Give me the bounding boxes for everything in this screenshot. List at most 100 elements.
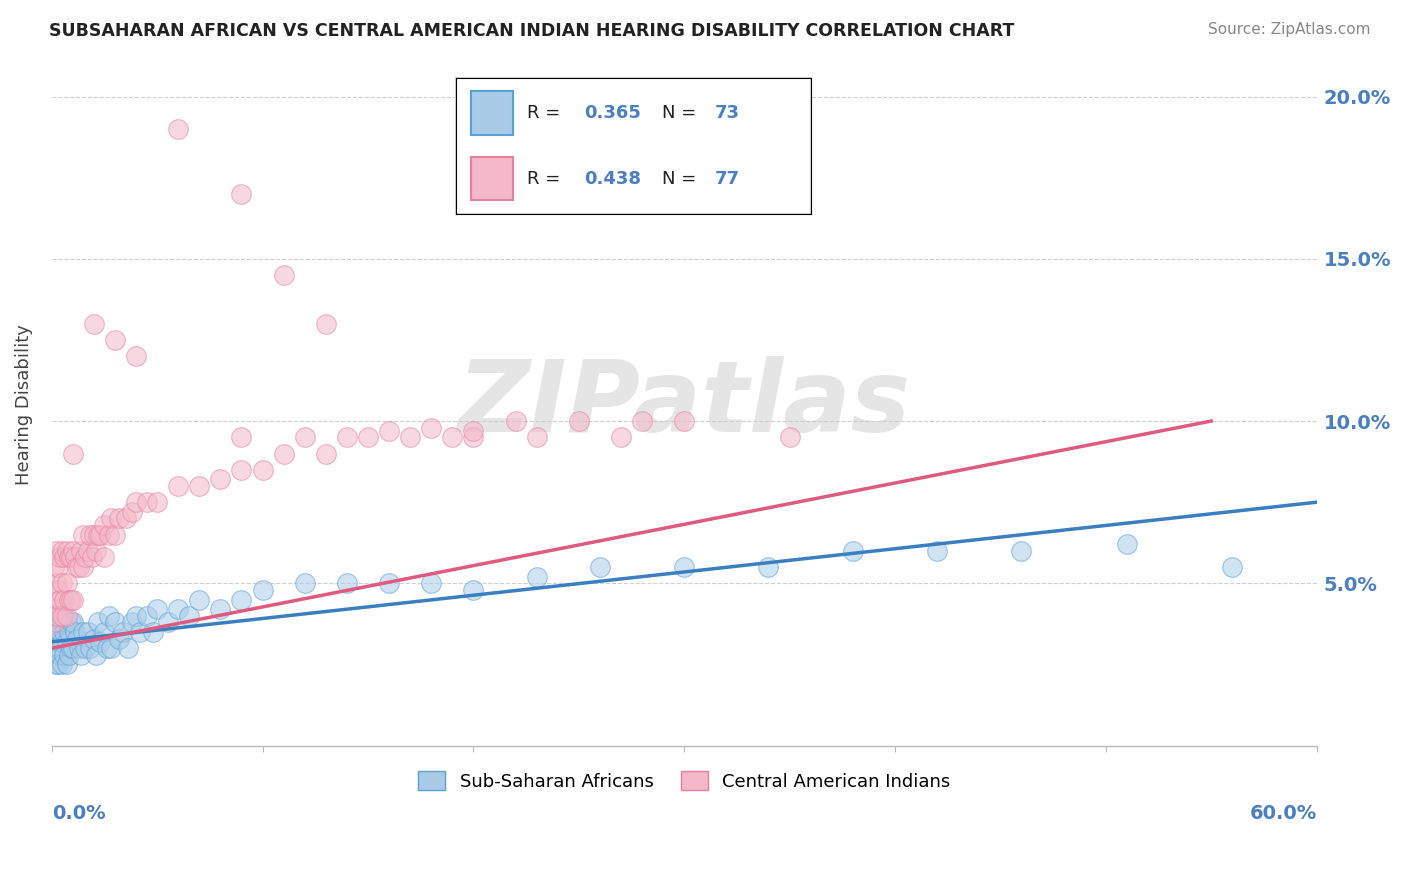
Point [87,527,110,541]
Point [100,511,122,525]
Point [58,648,80,662]
Point [252,582,274,597]
Point [42,592,65,607]
Point [104,615,127,630]
Point [45,641,67,656]
Point [66,632,89,646]
Point [84,544,107,558]
Point [104,527,127,541]
Point [610,430,633,444]
Point [129,625,152,640]
Point [842,544,865,558]
Point [135,495,157,509]
Point [177,608,200,623]
Point [45,544,67,558]
Point [45,576,67,591]
Point [62,446,84,460]
Point [46,608,69,623]
Point [135,608,157,623]
Text: 60.0%: 60.0% [1250,804,1316,823]
Point [70,544,93,558]
Point [62,641,84,656]
Point [72,560,94,574]
Point [378,576,401,591]
Point [231,430,253,444]
Point [505,414,527,428]
Point [673,414,696,428]
Point [79,527,101,541]
Point [49,608,72,623]
Point [231,186,253,201]
Point [294,576,316,591]
Point [51,634,73,648]
Text: 0.0%: 0.0% [52,804,105,823]
Point [399,430,422,444]
Point [336,430,359,444]
Point [87,615,110,630]
Point [55,657,77,672]
Point [84,648,107,662]
Point [55,615,77,630]
Point [273,446,295,460]
Point [49,592,72,607]
Point [146,495,169,509]
Point [142,625,165,640]
Point [58,625,80,640]
Point [46,657,69,672]
Point [51,544,73,558]
Point [209,473,232,487]
Point [83,527,105,541]
Point [53,592,76,607]
Point [59,641,82,656]
Point [58,550,80,565]
Point [76,544,98,558]
Point [209,602,232,616]
Point [63,625,86,640]
Point [315,446,337,460]
Point [59,615,82,630]
Point [108,511,131,525]
Point [66,560,89,574]
Point [58,592,80,607]
Point [42,625,65,640]
Point [55,576,77,591]
Point [927,544,949,558]
Point [75,641,97,656]
Point [83,632,105,646]
Point [75,550,97,565]
Point [51,608,73,623]
Point [167,122,190,136]
Point [97,608,120,623]
Point [156,615,179,630]
Point [1115,537,1137,551]
Point [146,602,169,616]
Point [70,648,93,662]
Point [294,430,316,444]
Point [631,414,654,428]
Point [62,592,84,607]
Point [463,430,485,444]
Point [79,641,101,656]
Point [80,550,103,565]
Point [72,527,94,541]
Point [231,463,253,477]
Point [357,430,380,444]
Point [112,625,135,640]
Point [378,424,401,438]
Point [441,430,464,444]
Point [463,582,485,597]
Point [1220,560,1243,574]
Point [231,592,253,607]
Point [673,560,696,574]
Point [51,576,73,591]
Point [76,625,98,640]
Point [167,602,190,616]
Point [167,479,190,493]
Point [188,592,211,607]
Point [53,625,76,640]
Point [93,625,115,640]
Point [62,544,84,558]
Point [55,544,77,558]
Point [67,641,90,656]
Point [53,648,76,662]
